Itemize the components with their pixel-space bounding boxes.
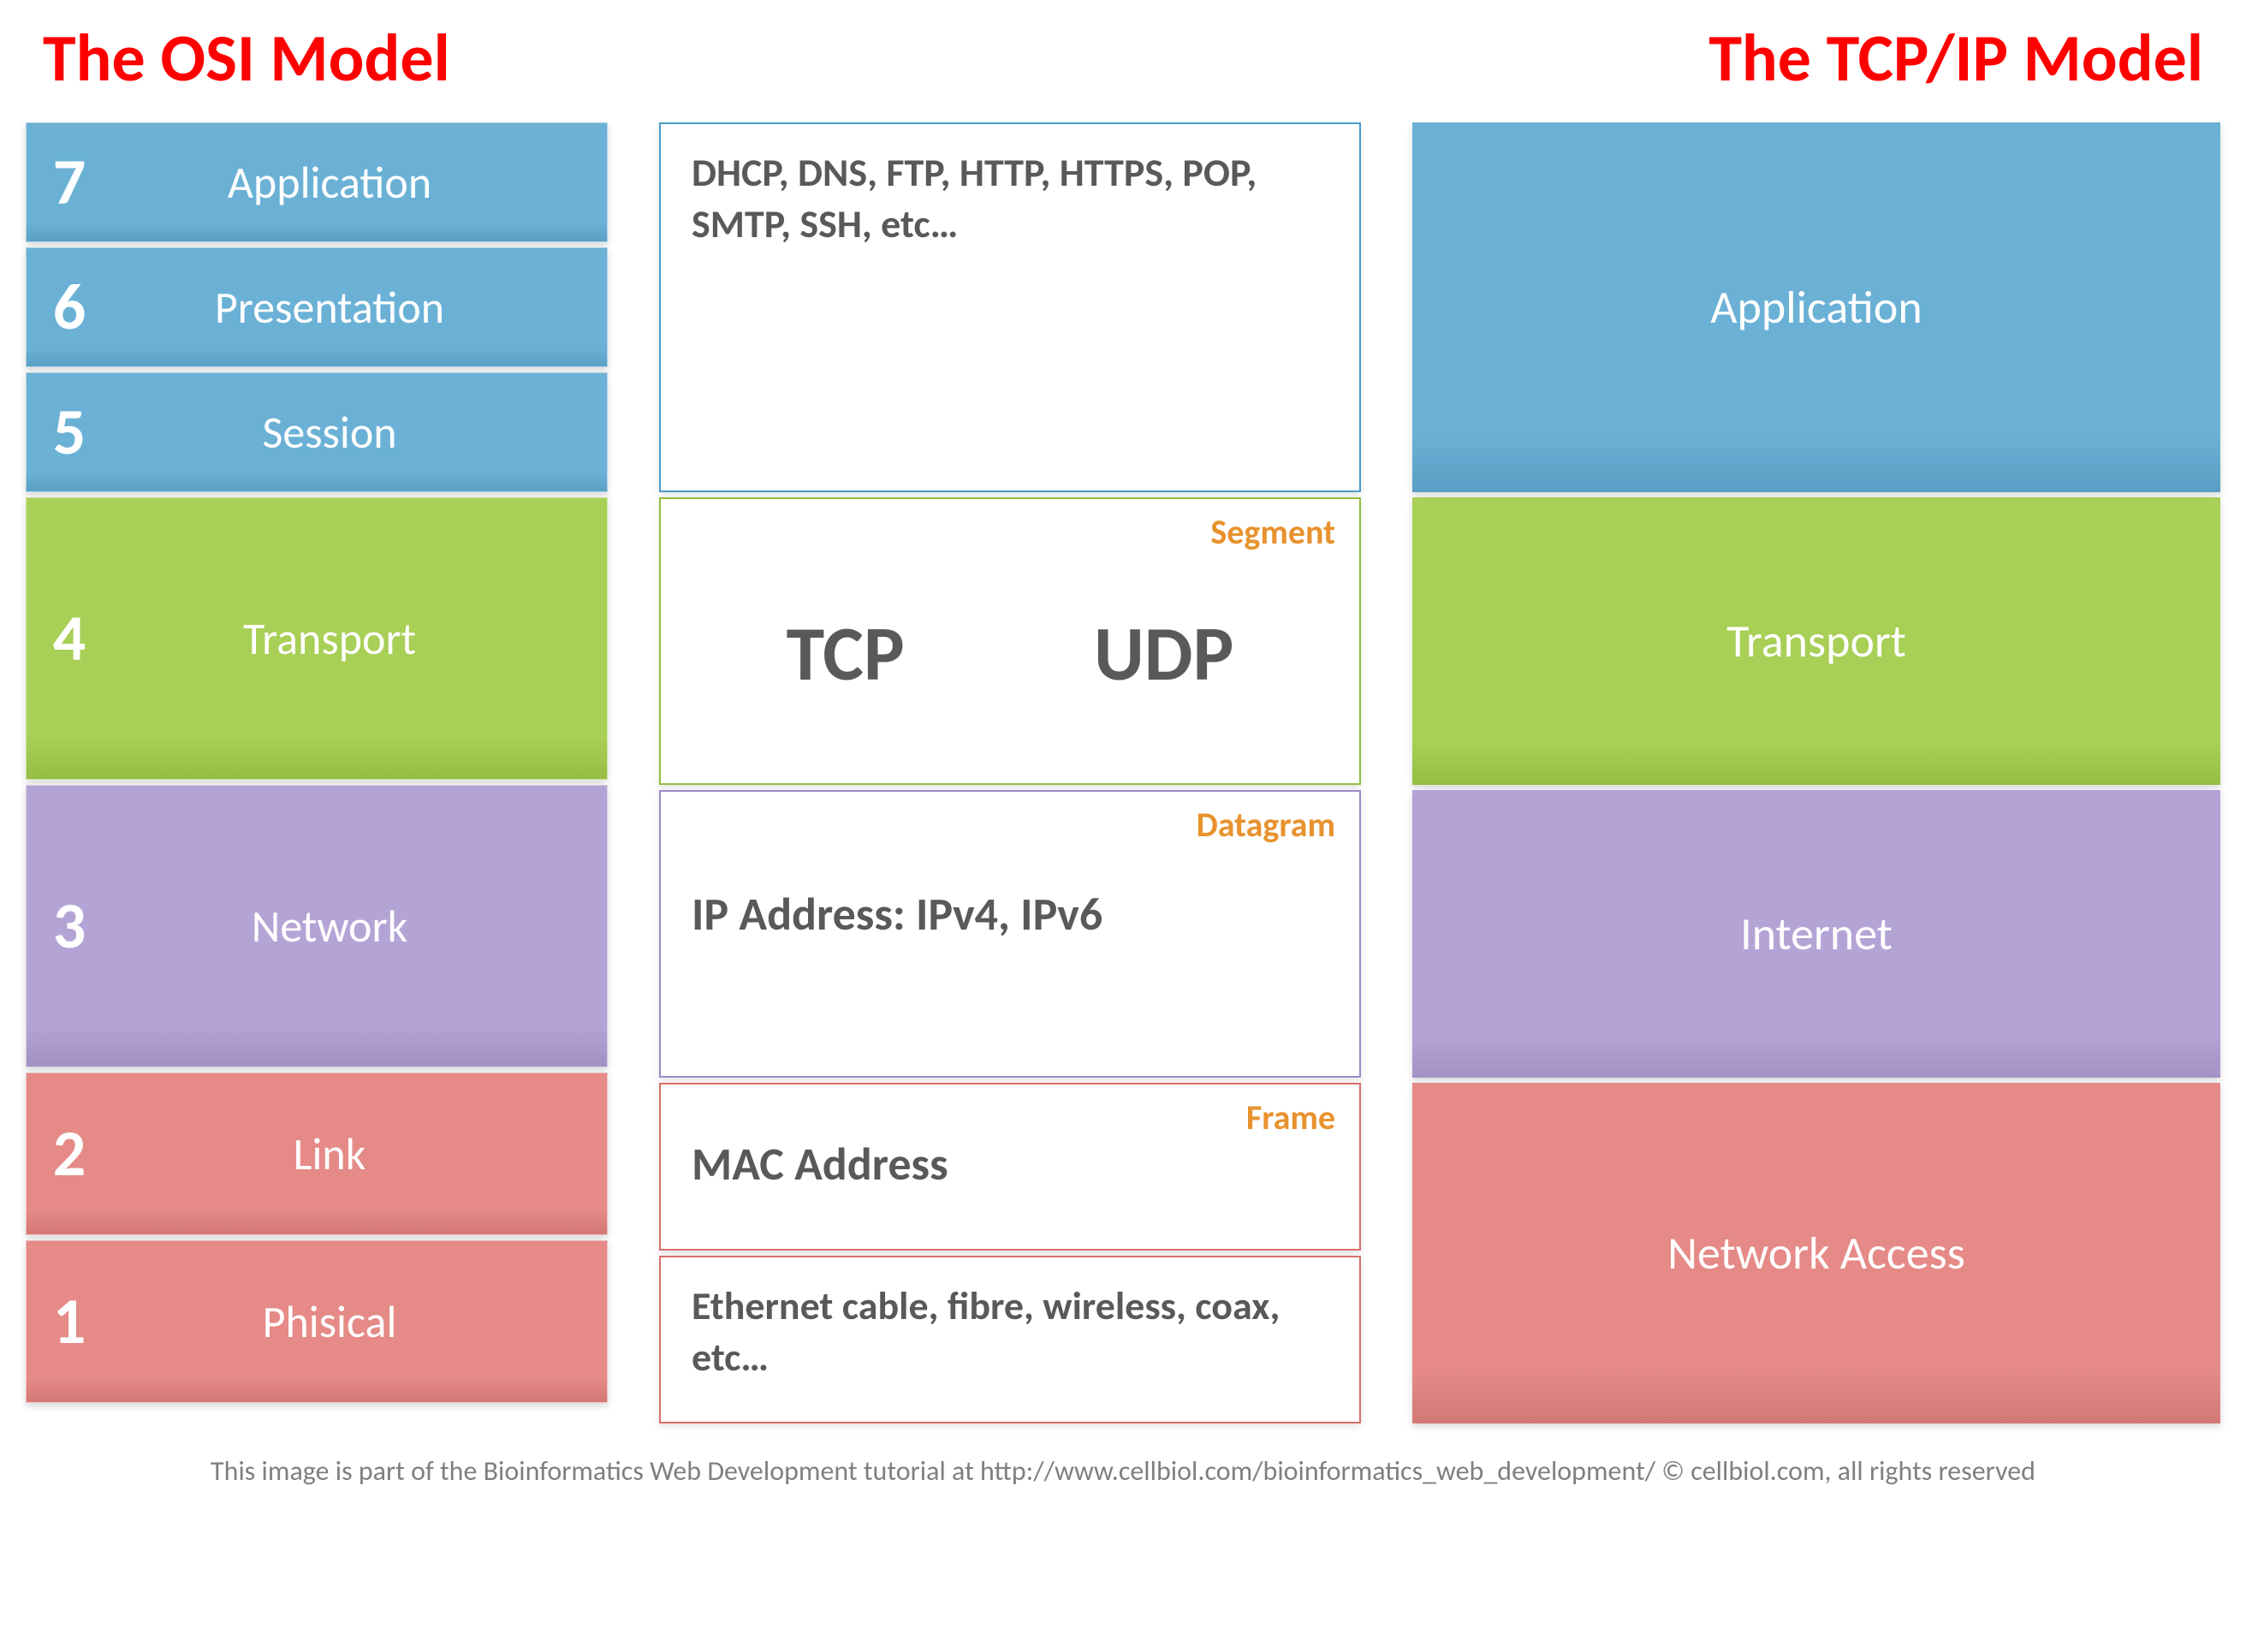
osi-layer-6: 6Presentation xyxy=(26,247,608,367)
physical-media-text: Ethernet cable, fibre, wireless, coax, e… xyxy=(692,1281,1328,1384)
protocols-application-text: DHCP, DNS, FTP, HTTP, HTTPS, POP, SMTP, … xyxy=(692,148,1328,251)
osi-layer-number: 5 xyxy=(27,393,112,472)
frame-tag: Frame xyxy=(1246,1096,1335,1138)
protocols-column: DHCP, DNS, FTP, HTTP, HTTPS, POP, SMTP, … xyxy=(659,122,1361,1429)
osi-column: 7Application6Presentation5Session4Transp… xyxy=(26,122,608,1429)
datagram-tag: Datagram xyxy=(1197,804,1335,846)
diagram-columns: 7Application6Presentation5Session4Transp… xyxy=(26,122,2220,1429)
osi-layer-4: 4Transport xyxy=(26,497,608,780)
protocols-network-box: Datagram IP Address: IPv4, IPv6 xyxy=(659,790,1361,1078)
protocols-transport-box: Segment TCP UDP xyxy=(659,497,1361,785)
osi-layer-number: 1 xyxy=(27,1282,112,1361)
tcpip-title: The TCP/IP Model xyxy=(1708,17,2203,98)
osi-layer-7: 7Application xyxy=(26,122,608,242)
osi-layer-number: 2 xyxy=(27,1114,112,1193)
protocols-link-box: Frame MAC Address xyxy=(659,1083,1361,1251)
osi-layer-5: 5Session xyxy=(26,372,608,492)
protocols-physical-box: Ethernet cable, fibre, wireless, coax, e… xyxy=(659,1256,1361,1423)
tcpip-layer-application: Application xyxy=(1412,122,2220,492)
tcpip-column: ApplicationTransportInternetNetwork Acce… xyxy=(1412,122,2220,1429)
osi-layer-3: 3Network xyxy=(26,785,608,1067)
osi-layer-1: 1Phisical xyxy=(26,1240,608,1403)
osi-layer-number: 3 xyxy=(27,887,112,966)
osi-layer-number: 7 xyxy=(27,143,112,222)
ip-address-text: IP Address: IPv4, IPv6 xyxy=(692,884,1328,944)
tcp-label: TCP xyxy=(787,607,905,701)
footer-credit: This image is part of the Bioinformatics… xyxy=(26,1454,2220,1488)
osi-layer-name: Application xyxy=(112,155,607,210)
osi-layer-number: 6 xyxy=(27,268,112,347)
tcpip-layer-internet: Internet xyxy=(1412,790,2220,1078)
osi-layer-number: 4 xyxy=(27,599,112,678)
osi-layer-name: Presentation xyxy=(112,280,607,335)
osi-layer-name: Session xyxy=(112,405,607,460)
osi-layer-name: Phisical xyxy=(112,1294,607,1349)
tcpip-layer-network-access: Network Access xyxy=(1412,1083,2220,1423)
segment-tag: Segment xyxy=(1210,511,1335,553)
osi-layer-name: Transport xyxy=(112,611,607,666)
mac-address-text: MAC Address xyxy=(692,1134,1328,1194)
tcpip-layer-transport: Transport xyxy=(1412,497,2220,785)
title-row: The OSI Model The TCP/IP Model xyxy=(26,17,2220,98)
udp-label: UDP xyxy=(1094,607,1233,701)
protocols-application-box: DHCP, DNS, FTP, HTTP, HTTPS, POP, SMTP, … xyxy=(659,122,1361,492)
osi-layer-name: Link xyxy=(112,1126,607,1181)
osi-title: The OSI Model xyxy=(43,17,450,98)
osi-layer-name: Network xyxy=(112,899,607,954)
osi-layer-2: 2Link xyxy=(26,1073,608,1235)
